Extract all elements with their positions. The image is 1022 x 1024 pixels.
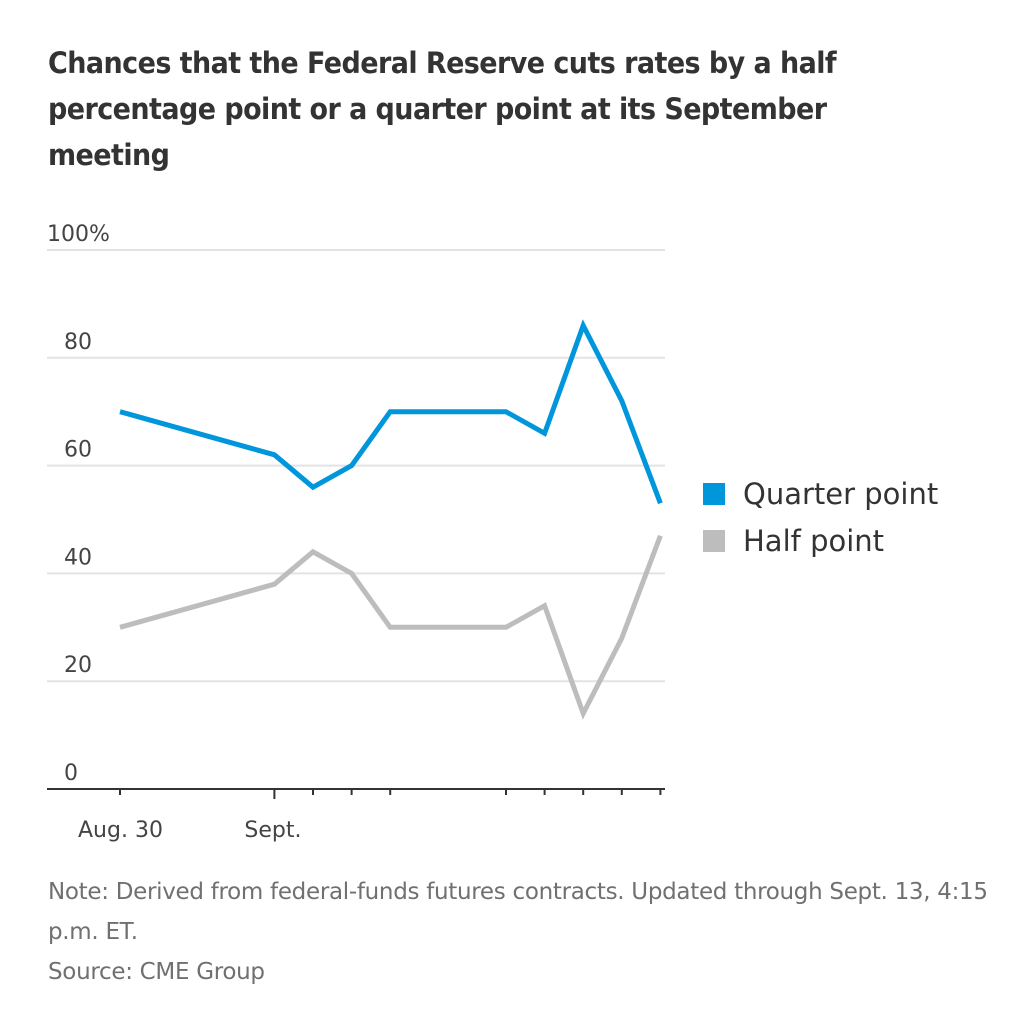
x-tick-label: Aug. 30 — [78, 818, 163, 843]
y-tick-label: 0 — [64, 761, 78, 786]
legend-item-half-point: Half point — [703, 517, 938, 564]
legend-label: Quarter point — [743, 476, 939, 511]
y-tick-label: 80 — [64, 330, 92, 355]
x-axis: Aug. 30 Sept. — [47, 788, 665, 843]
legend-swatch-half-point — [703, 529, 725, 552]
y-tick-label: 100% — [47, 222, 110, 247]
y-axis-tick-labels: 0 20 40 60 80 100% — [47, 222, 110, 786]
legend: Quarter point Half point — [703, 470, 938, 564]
legend-item-quarter-point: Quarter point — [703, 470, 938, 517]
series-line-half-point — [119, 534, 663, 720]
legend-label: Half point — [743, 523, 885, 558]
series-line-quarter-point — [119, 319, 663, 505]
y-tick-label: 60 — [64, 438, 92, 463]
note-text: Note: Derived from federal-funds futures… — [48, 879, 988, 945]
source-text: Source: CME Group — [48, 959, 265, 985]
y-tick-label: 20 — [64, 653, 92, 678]
gridlines — [47, 249, 665, 683]
series-lines — [119, 319, 663, 720]
chart-title: Chances that the Federal Reserve cuts ra… — [48, 46, 837, 172]
x-tick-label: Sept. — [244, 818, 301, 843]
line-chart: 0 20 40 60 80 100% Aug. 30 Sept. — [47, 222, 665, 843]
y-tick-label: 40 — [64, 545, 92, 570]
chart-notes: Note: Derived from federal-funds futures… — [48, 872, 988, 992]
legend-swatch-quarter-point — [703, 482, 725, 505]
